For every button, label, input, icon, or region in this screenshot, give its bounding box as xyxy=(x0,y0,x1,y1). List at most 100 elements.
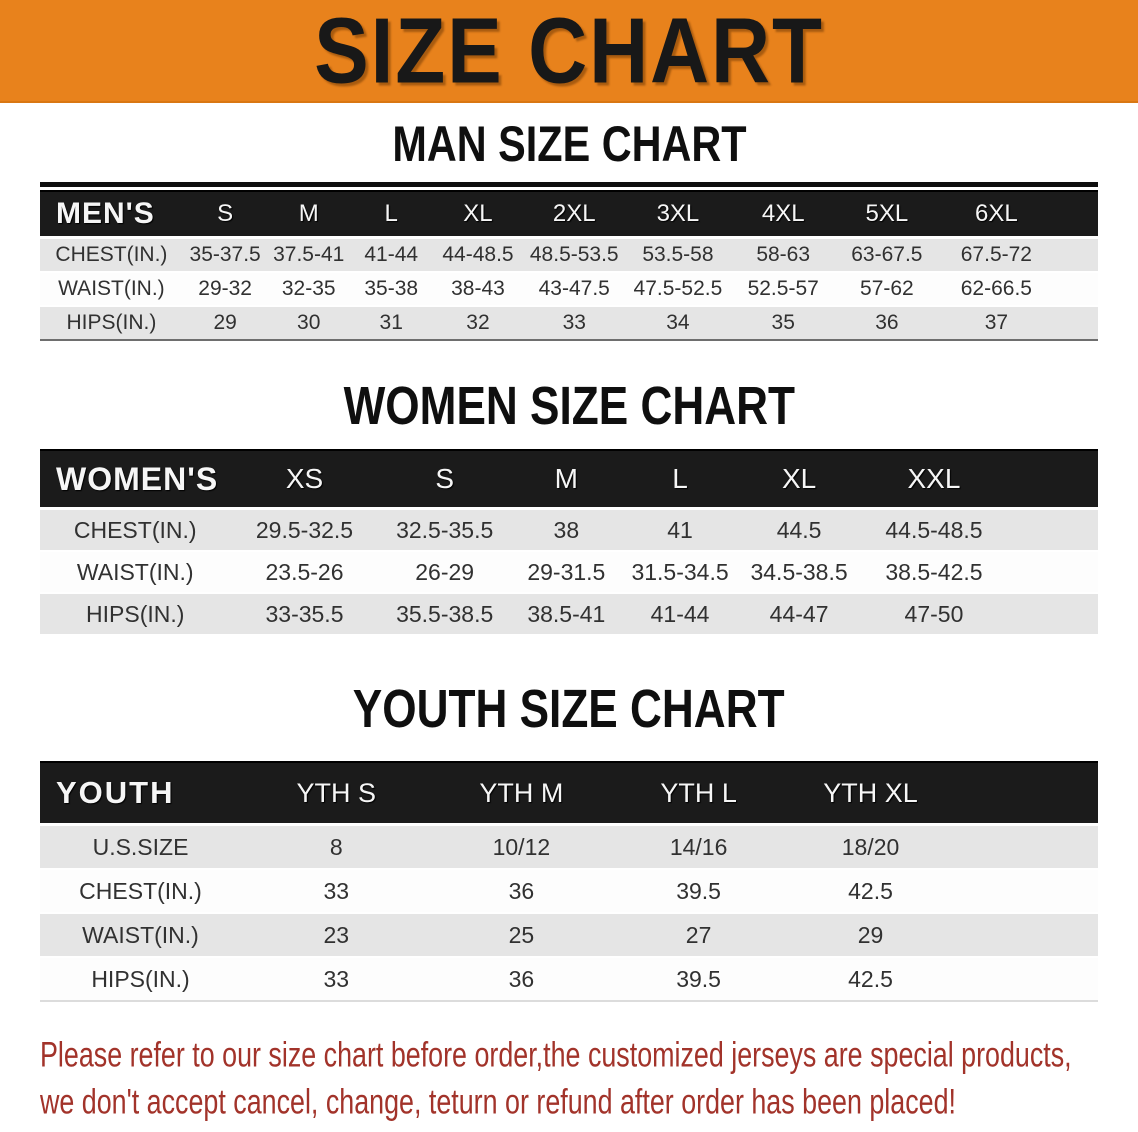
table-corner-label: MEN'S xyxy=(40,189,183,239)
column-header: L xyxy=(621,449,739,511)
man-section-title: MAN SIZE CHART xyxy=(391,114,747,173)
column-header: S xyxy=(378,449,511,511)
size-value-cell: 34.5-38.5 xyxy=(738,550,860,594)
size-value-cell: 41 xyxy=(621,507,739,552)
size-value-cell: 47-50 xyxy=(859,592,1009,635)
size-value-cell: 29-32 xyxy=(182,270,268,306)
row-label: HIPS(IN.) xyxy=(40,304,183,339)
size-value-cell: 34 xyxy=(625,304,731,339)
row-label: HIPS(IN.) xyxy=(40,592,231,635)
row-label: CHEST(IN.) xyxy=(40,868,242,914)
size-value-cell: 23 xyxy=(241,912,432,958)
table-row: WAIST(IN.) 29-32 32-35 35-38 38-43 43-47.5 47.… xyxy=(40,270,1098,306)
size-value-cell: 58-63 xyxy=(730,236,836,272)
row-label: CHEST(IN.) xyxy=(40,236,183,272)
column-header: 6XL xyxy=(938,189,1055,239)
size-value-cell: 67.5-72 xyxy=(938,236,1055,272)
table-row: HIPS(IN.) 29 30 31 32 33 34 35 36 37 xyxy=(40,304,1098,339)
column-header: L xyxy=(349,189,433,239)
size-value-cell: 29-31.5 xyxy=(510,550,622,594)
row-label: HIPS(IN.) xyxy=(40,956,242,1001)
spacer-cell xyxy=(1054,236,1098,272)
spacer-cell xyxy=(955,868,1098,914)
order-disclaimer: Please refer to our size chart before or… xyxy=(40,1032,1138,1126)
spacer-cell xyxy=(1008,550,1098,594)
size-value-cell: 47.5-52.5 xyxy=(625,270,731,306)
row-label: U.S.SIZE xyxy=(40,823,242,870)
column-header: YTH XL xyxy=(785,761,956,827)
header-row: WOMEN'S XS S M L XL XXL xyxy=(40,449,1098,511)
youth-size-table: YOUTH YTH S YTH M YTH L YTH XL U.S.SIZE 8 10/… xyxy=(40,761,1098,1001)
disclaimer-line-2: we don't accept cancel, change, teturn o… xyxy=(40,1082,956,1122)
size-value-cell: 35.5-38.5 xyxy=(378,592,511,635)
spacer-cell xyxy=(1008,449,1098,511)
size-value-cell: 62-66.5 xyxy=(938,270,1055,306)
column-header: XL xyxy=(432,189,524,239)
size-value-cell: 37 xyxy=(938,304,1055,339)
table-row: CHEST(IN.) 29.5-32.5 32.5-35.5 38 41 44.5 44.5… xyxy=(40,507,1098,552)
size-value-cell: 23.5-26 xyxy=(230,550,379,594)
size-value-cell: 30 xyxy=(267,304,350,339)
size-value-cell: 31 xyxy=(349,304,433,339)
table-row: CHEST(IN.) 35-37.5 37.5-41 41-44 44-48.5 48.5… xyxy=(40,236,1098,272)
size-value-cell: 10/12 xyxy=(431,823,612,870)
size-value-cell: 35-38 xyxy=(349,270,433,306)
size-value-cell: 36 xyxy=(835,304,939,339)
spacer-cell xyxy=(955,956,1098,1001)
table-row: WAIST(IN.) 23 25 27 29 xyxy=(40,912,1098,958)
size-value-cell: 36 xyxy=(431,956,612,1001)
mens-size-table: MEN'S S M L XL 2XL 3XL 4XL 5XL 6XL CHEST(IN.) 35-… xyxy=(40,189,1098,339)
size-value-cell: 52.5-57 xyxy=(730,270,836,306)
size-value-cell: 32-35 xyxy=(267,270,350,306)
size-value-cell: 38 xyxy=(510,507,622,552)
spacer-cell xyxy=(1008,592,1098,635)
spacer-cell xyxy=(1054,304,1098,339)
size-value-cell: 18/20 xyxy=(785,823,956,870)
header-row: YOUTH YTH S YTH M YTH L YTH XL xyxy=(40,761,1098,827)
table-corner-label: WOMEN'S xyxy=(40,449,231,511)
size-value-cell: 31.5-34.5 xyxy=(621,550,739,594)
youth-section-title: YOUTH SIZE CHART xyxy=(353,680,785,740)
size-value-cell: 14/16 xyxy=(611,823,786,870)
column-header: 2XL xyxy=(523,189,626,239)
column-header: M xyxy=(267,189,350,239)
row-label: WAIST(IN.) xyxy=(40,912,242,958)
size-value-cell: 39.5 xyxy=(611,868,786,914)
header-row: MEN'S S M L XL 2XL 3XL 4XL 5XL 6XL xyxy=(40,189,1098,239)
size-value-cell: 44.5 xyxy=(738,507,860,552)
size-value-cell: 8 xyxy=(241,823,432,870)
women-section-title: WOMEN SIZE CHART xyxy=(343,376,795,436)
row-label: CHEST(IN.) xyxy=(40,507,231,552)
size-value-cell: 25 xyxy=(431,912,612,958)
spacer-cell xyxy=(1054,270,1098,306)
size-value-cell: 44.5-48.5 xyxy=(859,507,1009,552)
size-value-cell: 44-47 xyxy=(738,592,860,635)
size-value-cell: 57-62 xyxy=(835,270,939,306)
column-header: XS xyxy=(230,449,379,511)
size-value-cell: 38-43 xyxy=(432,270,524,306)
spacer-cell xyxy=(955,823,1098,870)
size-value-cell: 29 xyxy=(785,912,956,958)
column-header: 3XL xyxy=(625,189,731,239)
mens-size-table-wrap: MEN'S S M L XL 2XL 3XL 4XL 5XL 6XL CHEST(IN.) 35-… xyxy=(40,181,1098,341)
spacer-cell xyxy=(1008,507,1098,552)
column-header: YTH S xyxy=(241,761,432,827)
row-label: WAIST(IN.) xyxy=(40,550,231,594)
column-header: 5XL xyxy=(835,189,939,239)
size-value-cell: 33-35.5 xyxy=(230,592,379,635)
spacer-cell xyxy=(955,761,1098,827)
column-header: YTH M xyxy=(431,761,612,827)
size-chart-banner: SIZE CHART xyxy=(0,0,1138,103)
womens-size-table-wrap: WOMEN'S XS S M L XL XXL CHEST(IN.) 29.5-32.5 32… xyxy=(40,449,1098,635)
table-row: HIPS(IN.) 33-35.5 35.5-38.5 38.5-41 41-44 44-… xyxy=(40,592,1098,635)
column-header: M xyxy=(510,449,622,511)
spacer-cell xyxy=(955,912,1098,958)
size-value-cell: 43-47.5 xyxy=(523,270,626,306)
banner-title: SIZE CHART xyxy=(314,0,824,102)
size-value-cell: 37.5-41 xyxy=(267,236,350,272)
size-value-cell: 48.5-53.5 xyxy=(523,236,626,272)
table-corner-label: YOUTH xyxy=(40,761,242,827)
column-header: YTH L xyxy=(611,761,786,827)
size-value-cell: 63-67.5 xyxy=(835,236,939,272)
disclaimer-line-1: Please refer to our size chart before or… xyxy=(40,1035,1072,1075)
